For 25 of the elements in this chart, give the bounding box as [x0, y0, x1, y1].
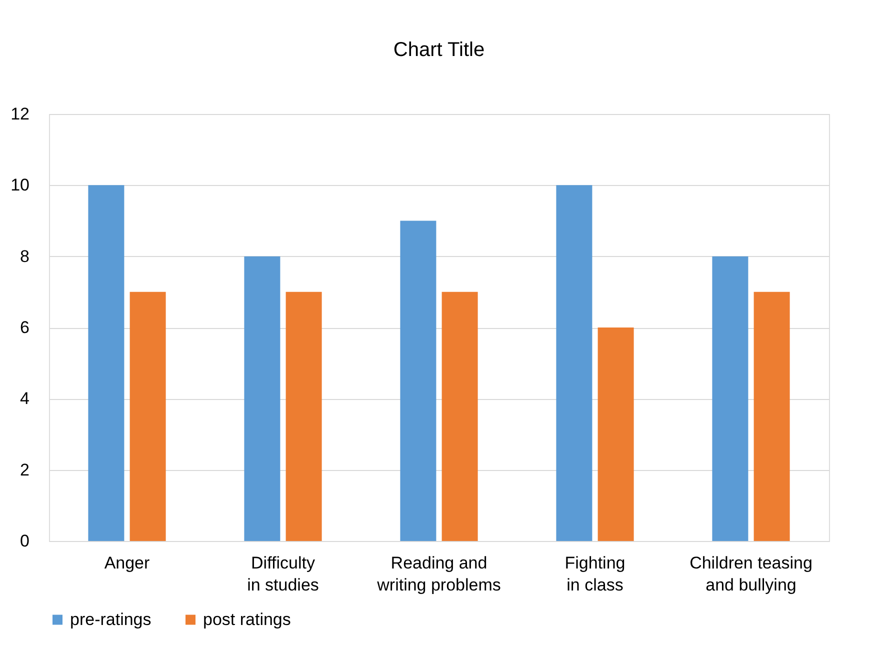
- bar: [244, 256, 280, 541]
- y-tick-label: 10: [10, 176, 30, 195]
- y-tick-label: 4: [20, 389, 30, 408]
- bar: [556, 185, 592, 541]
- bar: [88, 185, 124, 541]
- bar: [286, 292, 322, 541]
- x-tick-label: Anger: [104, 554, 150, 572]
- legend-label: pre-ratings: [70, 610, 152, 629]
- bar: [442, 292, 478, 541]
- y-tick-label: 8: [20, 246, 30, 266]
- x-tick-label: Fighting in class: [564, 554, 626, 594]
- x-tick-label: Difficulty in studies: [247, 554, 319, 594]
- legend-label: post ratings: [203, 610, 291, 629]
- x-tick-label: Reading and writing problems: [376, 554, 501, 594]
- y-tick-label: 2: [20, 460, 30, 480]
- y-tick-label: 12: [10, 104, 30, 124]
- x-tick-label: Children teasing and bullying: [690, 554, 812, 594]
- chart-title: Chart Title: [393, 39, 485, 61]
- y-tick-label: 6: [20, 318, 30, 337]
- bar: [130, 292, 166, 541]
- bar: [754, 292, 790, 541]
- bar: [598, 328, 634, 541]
- bar: [400, 220, 436, 541]
- y-tick-label: 0: [20, 532, 30, 550]
- bar: [712, 256, 748, 541]
